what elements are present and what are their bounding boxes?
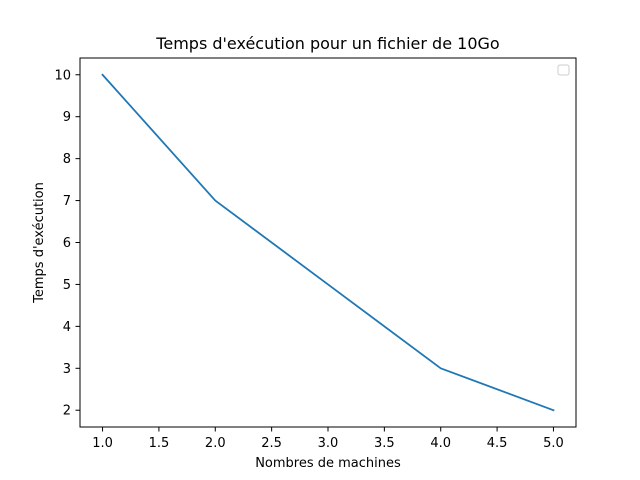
x-tick-label: 3.0 [318,436,339,451]
x-tick-label: 4.0 [430,436,451,451]
y-tick-label: 9 [63,110,71,125]
axes-frame [79,57,577,428]
x-tick-label: 1.5 [149,436,170,451]
x-tick-label: 2.0 [205,436,226,451]
y-tick-label: 2 [63,404,71,419]
y-tick-label: 4 [63,320,71,335]
x-tick-label: 3.5 [374,436,395,451]
series-line [101,73,555,412]
y-axis-label: Temps d'exécution [32,182,47,304]
x-tick-label: 5.0 [543,436,564,451]
y-axis-ticks: 2 3 4 5 6 7 8 9 10 [54,68,80,419]
series-layer [101,73,555,412]
y-tick-label: 5 [63,278,71,293]
x-axis-label: Nombres de machines [255,456,401,471]
chart-title: Temps d'exécution pour un fichier de 10G… [155,34,499,53]
x-tick-label: 1.0 [92,436,113,451]
plot-area: 1.0 1.5 2.0 2.5 3.0 3.5 4.0 4.5 5.0 2 3 4 5 6 7 8 9 10 [54,57,577,451]
y-tick-label: 10 [54,68,71,83]
y-tick-label: 7 [63,194,71,209]
x-tick-label: 4.5 [487,436,508,451]
y-tick-label: 6 [63,236,71,251]
y-tick-label: 3 [63,362,71,377]
y-tick-label: 8 [63,152,71,167]
x-tick-label: 2.5 [261,436,282,451]
x-axis-ticks: 1.0 1.5 2.0 2.5 3.0 3.5 4.0 4.5 5.0 [92,427,564,451]
legend-box [557,64,570,76]
